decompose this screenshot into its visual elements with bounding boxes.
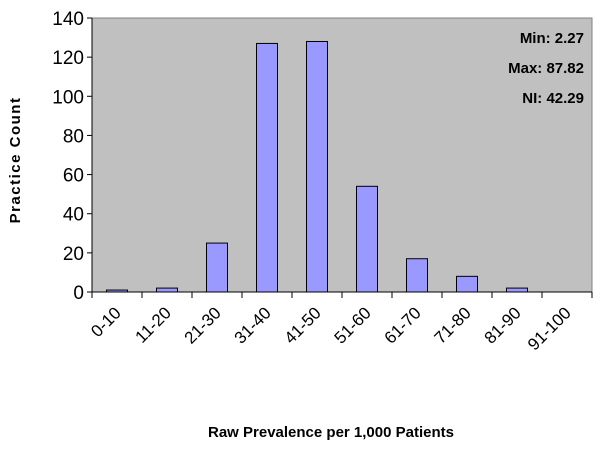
x-tick-label: 0-10 bbox=[87, 303, 124, 340]
bar-71-80 bbox=[456, 275, 478, 293]
y-tick-label: 120 bbox=[52, 48, 84, 69]
x-tick-label: 21-30 bbox=[181, 303, 225, 347]
stat-annotation: Min: 2.27 bbox=[520, 30, 584, 47]
x-tick-label: 61-70 bbox=[381, 303, 425, 347]
y-tick-label: 140 bbox=[52, 9, 84, 30]
y-axis-title: Practice Count bbox=[7, 97, 24, 224]
bar-11-20 bbox=[156, 287, 178, 293]
x-axis-title: Raw Prevalence per 1,000 Patients bbox=[208, 424, 454, 441]
y-tick-label: 20 bbox=[63, 244, 84, 265]
stats-annotations: Min: 2.27 Max: 87.82 NI: 42.29 bbox=[508, 30, 584, 107]
x-tick-label: 31-40 bbox=[231, 303, 275, 347]
plot-area bbox=[91, 17, 593, 293]
y-tick-label: 60 bbox=[63, 166, 84, 187]
x-tick-label: 41-50 bbox=[281, 303, 325, 347]
x-tick-label: 51-60 bbox=[331, 303, 375, 347]
y-tick-label: 40 bbox=[63, 205, 84, 226]
x-tick-labels: 0-10 11-20 21-30 31-40 41-50 51-60 61-70 71-80 8… bbox=[87, 292, 593, 354]
stat-annotation: Max: 87.82 bbox=[508, 60, 584, 77]
bar-31-40 bbox=[256, 42, 278, 293]
y-tick-label: 80 bbox=[63, 126, 84, 147]
bar-61-70 bbox=[406, 258, 428, 293]
bar-41-50 bbox=[306, 40, 328, 293]
x-tick-label: 11-20 bbox=[132, 303, 175, 346]
bar-51-60 bbox=[356, 185, 378, 293]
x-tick-label: 91-100 bbox=[524, 303, 575, 354]
y-tick-label: 100 bbox=[52, 87, 84, 108]
bar-21-30 bbox=[206, 242, 228, 293]
y-tick-labels: 0 20 40 60 80 100 120 140 bbox=[52, 9, 92, 304]
x-tick-label: 71-80 bbox=[431, 303, 475, 347]
stat-annotation: NI: 42.29 bbox=[522, 90, 584, 107]
bar-81-90 bbox=[506, 287, 528, 293]
y-tick-label: 0 bbox=[73, 283, 84, 304]
x-tick-label: 81-90 bbox=[481, 303, 525, 347]
